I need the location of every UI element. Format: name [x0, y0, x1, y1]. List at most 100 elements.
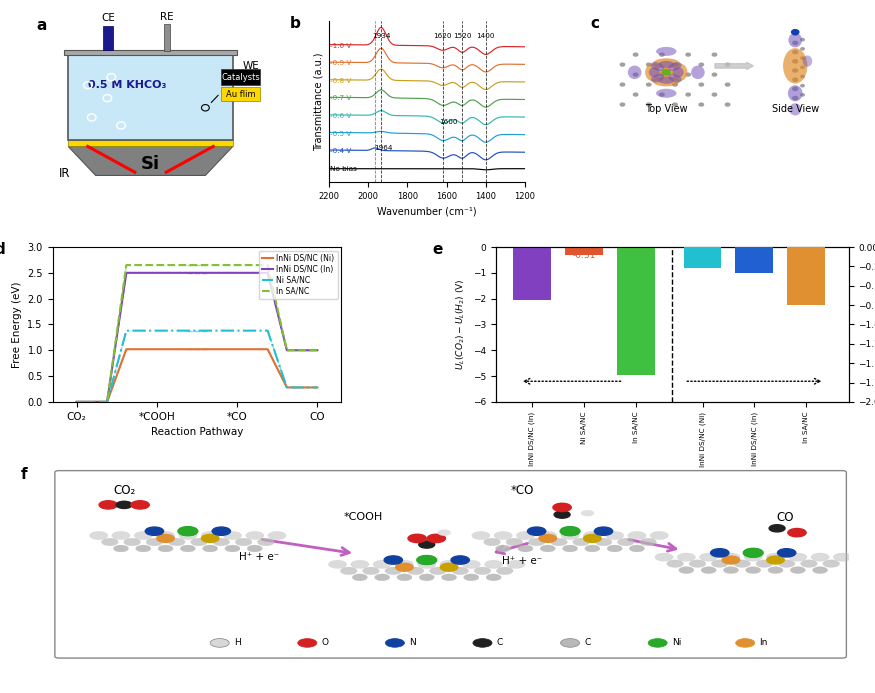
Y-axis label: Free Energy (eV): Free Energy (eV)	[11, 281, 22, 368]
Circle shape	[778, 560, 795, 568]
Circle shape	[114, 545, 129, 552]
Circle shape	[766, 553, 785, 561]
Circle shape	[136, 545, 150, 552]
Ellipse shape	[656, 47, 676, 56]
Text: 0.5 M KHCO₃: 0.5 M KHCO₃	[88, 80, 166, 90]
Bar	[221, 69, 260, 85]
Text: WE: WE	[242, 61, 259, 71]
Circle shape	[712, 93, 717, 96]
Circle shape	[178, 527, 198, 536]
Text: a: a	[37, 17, 47, 33]
Circle shape	[427, 534, 445, 543]
Circle shape	[627, 532, 646, 540]
Text: -0.5 V: -0.5 V	[330, 130, 352, 137]
Circle shape	[374, 574, 389, 581]
Bar	[788, 247, 825, 305]
Text: 1934: 1934	[372, 33, 390, 39]
Circle shape	[699, 83, 704, 86]
Circle shape	[561, 639, 579, 647]
Circle shape	[793, 69, 798, 72]
Bar	[164, 24, 170, 51]
Text: *CO: *CO	[511, 484, 534, 497]
Circle shape	[736, 639, 755, 647]
Circle shape	[495, 545, 511, 552]
Circle shape	[235, 538, 252, 546]
Circle shape	[584, 532, 601, 540]
Ellipse shape	[628, 66, 641, 79]
Circle shape	[667, 560, 683, 568]
Text: -1.0 V: -1.0 V	[330, 43, 352, 49]
Bar	[514, 247, 551, 300]
Circle shape	[744, 553, 762, 561]
Circle shape	[673, 83, 677, 86]
Circle shape	[328, 560, 346, 568]
Text: *COOH: *COOH	[343, 513, 382, 523]
Text: -0.9 V: -0.9 V	[330, 60, 352, 67]
Circle shape	[595, 538, 612, 546]
Ellipse shape	[651, 62, 664, 71]
Circle shape	[679, 567, 694, 574]
Circle shape	[620, 103, 625, 106]
Circle shape	[123, 538, 141, 546]
Circle shape	[699, 103, 704, 106]
Text: In: In	[760, 638, 768, 647]
Circle shape	[528, 527, 546, 535]
Circle shape	[257, 538, 274, 546]
Circle shape	[813, 567, 828, 574]
Text: CO: CO	[776, 511, 794, 524]
Circle shape	[474, 567, 491, 574]
Circle shape	[648, 639, 668, 647]
Circle shape	[725, 63, 730, 66]
Circle shape	[647, 63, 651, 66]
Circle shape	[822, 560, 840, 568]
Circle shape	[539, 532, 556, 540]
Circle shape	[811, 553, 829, 561]
Text: -0.27: -0.27	[691, 256, 714, 265]
Circle shape	[725, 83, 730, 86]
Text: No bias: No bias	[330, 166, 357, 172]
Circle shape	[561, 532, 579, 540]
Circle shape	[793, 60, 798, 63]
Ellipse shape	[673, 67, 683, 78]
Text: CE: CE	[102, 13, 116, 23]
Text: Si: Si	[141, 155, 160, 173]
Circle shape	[584, 534, 601, 543]
Text: 1620: 1620	[433, 33, 452, 39]
Circle shape	[686, 93, 690, 96]
Circle shape	[201, 534, 219, 543]
Circle shape	[560, 527, 580, 536]
Circle shape	[712, 73, 717, 76]
Circle shape	[102, 538, 118, 546]
Circle shape	[673, 103, 677, 106]
Circle shape	[168, 538, 186, 546]
Circle shape	[212, 527, 230, 535]
Circle shape	[419, 574, 434, 581]
Circle shape	[472, 532, 490, 540]
Circle shape	[362, 567, 380, 574]
Circle shape	[801, 85, 804, 87]
Circle shape	[134, 532, 152, 540]
Circle shape	[690, 560, 706, 568]
Circle shape	[801, 57, 804, 59]
Circle shape	[634, 93, 638, 96]
Circle shape	[793, 87, 798, 91]
Text: C: C	[584, 638, 591, 647]
Text: IR: IR	[59, 167, 70, 180]
Circle shape	[801, 76, 804, 78]
Text: Ni: Ni	[672, 638, 682, 647]
Ellipse shape	[783, 49, 808, 84]
Circle shape	[397, 574, 412, 581]
Text: H⁺ + e⁻: H⁺ + e⁻	[502, 556, 542, 565]
Circle shape	[710, 549, 729, 557]
Circle shape	[210, 639, 229, 647]
Circle shape	[550, 538, 567, 546]
Bar	[683, 247, 722, 268]
Circle shape	[384, 556, 402, 564]
Circle shape	[792, 30, 799, 35]
Circle shape	[516, 532, 535, 540]
Circle shape	[340, 567, 357, 574]
Circle shape	[385, 567, 402, 574]
Circle shape	[408, 534, 426, 543]
Circle shape	[801, 48, 804, 50]
Text: CO₂: CO₂	[113, 484, 136, 497]
